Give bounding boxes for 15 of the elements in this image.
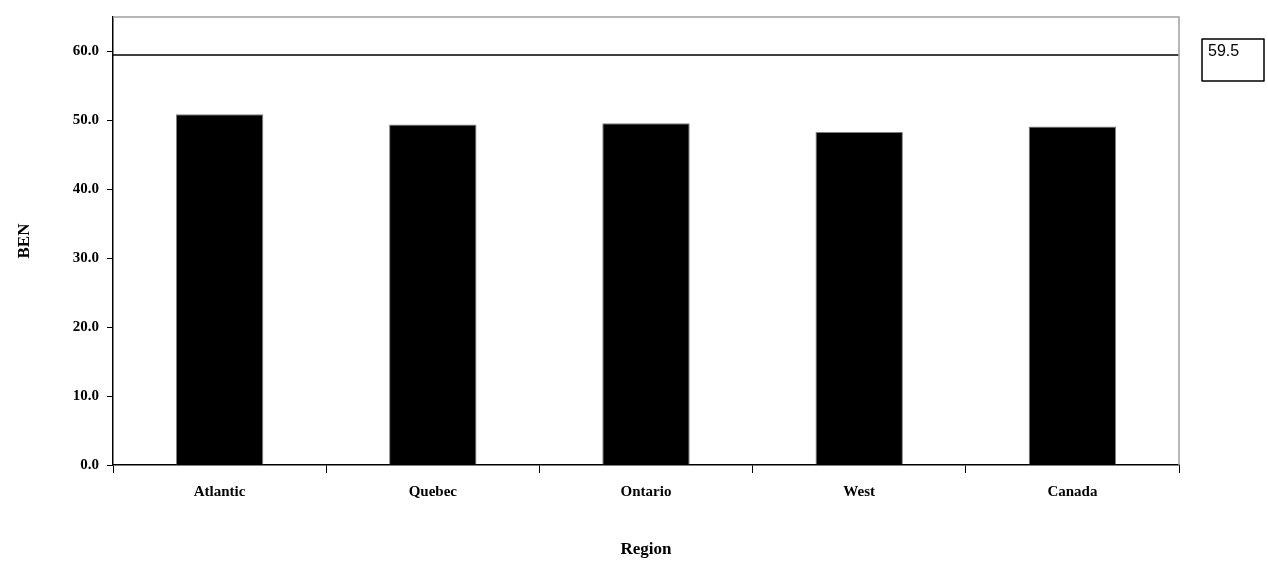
- x-tick-label: Atlantic: [193, 482, 246, 499]
- y-tick-label: 40.0: [72, 180, 99, 197]
- x-axis-title: Region: [620, 539, 673, 559]
- y-tick-label: 20.0: [72, 318, 99, 335]
- y-tick-label: 60.0: [72, 42, 99, 59]
- ref-line-label: 59.5: [1208, 42, 1240, 60]
- y-axis-title: BEN: [13, 222, 33, 259]
- y-tick-label: 0.0: [80, 455, 99, 472]
- y-tick-label: 10.0: [72, 386, 99, 403]
- y-tick-label: 50.0: [72, 111, 99, 128]
- x-tick-label: Ontario: [620, 482, 672, 499]
- x-tick-label: Canada: [1047, 482, 1098, 499]
- x-tick-label: Quebec: [408, 482, 458, 499]
- y-tick-label: 30.0: [72, 249, 99, 266]
- x-tick-label: West: [843, 482, 876, 499]
